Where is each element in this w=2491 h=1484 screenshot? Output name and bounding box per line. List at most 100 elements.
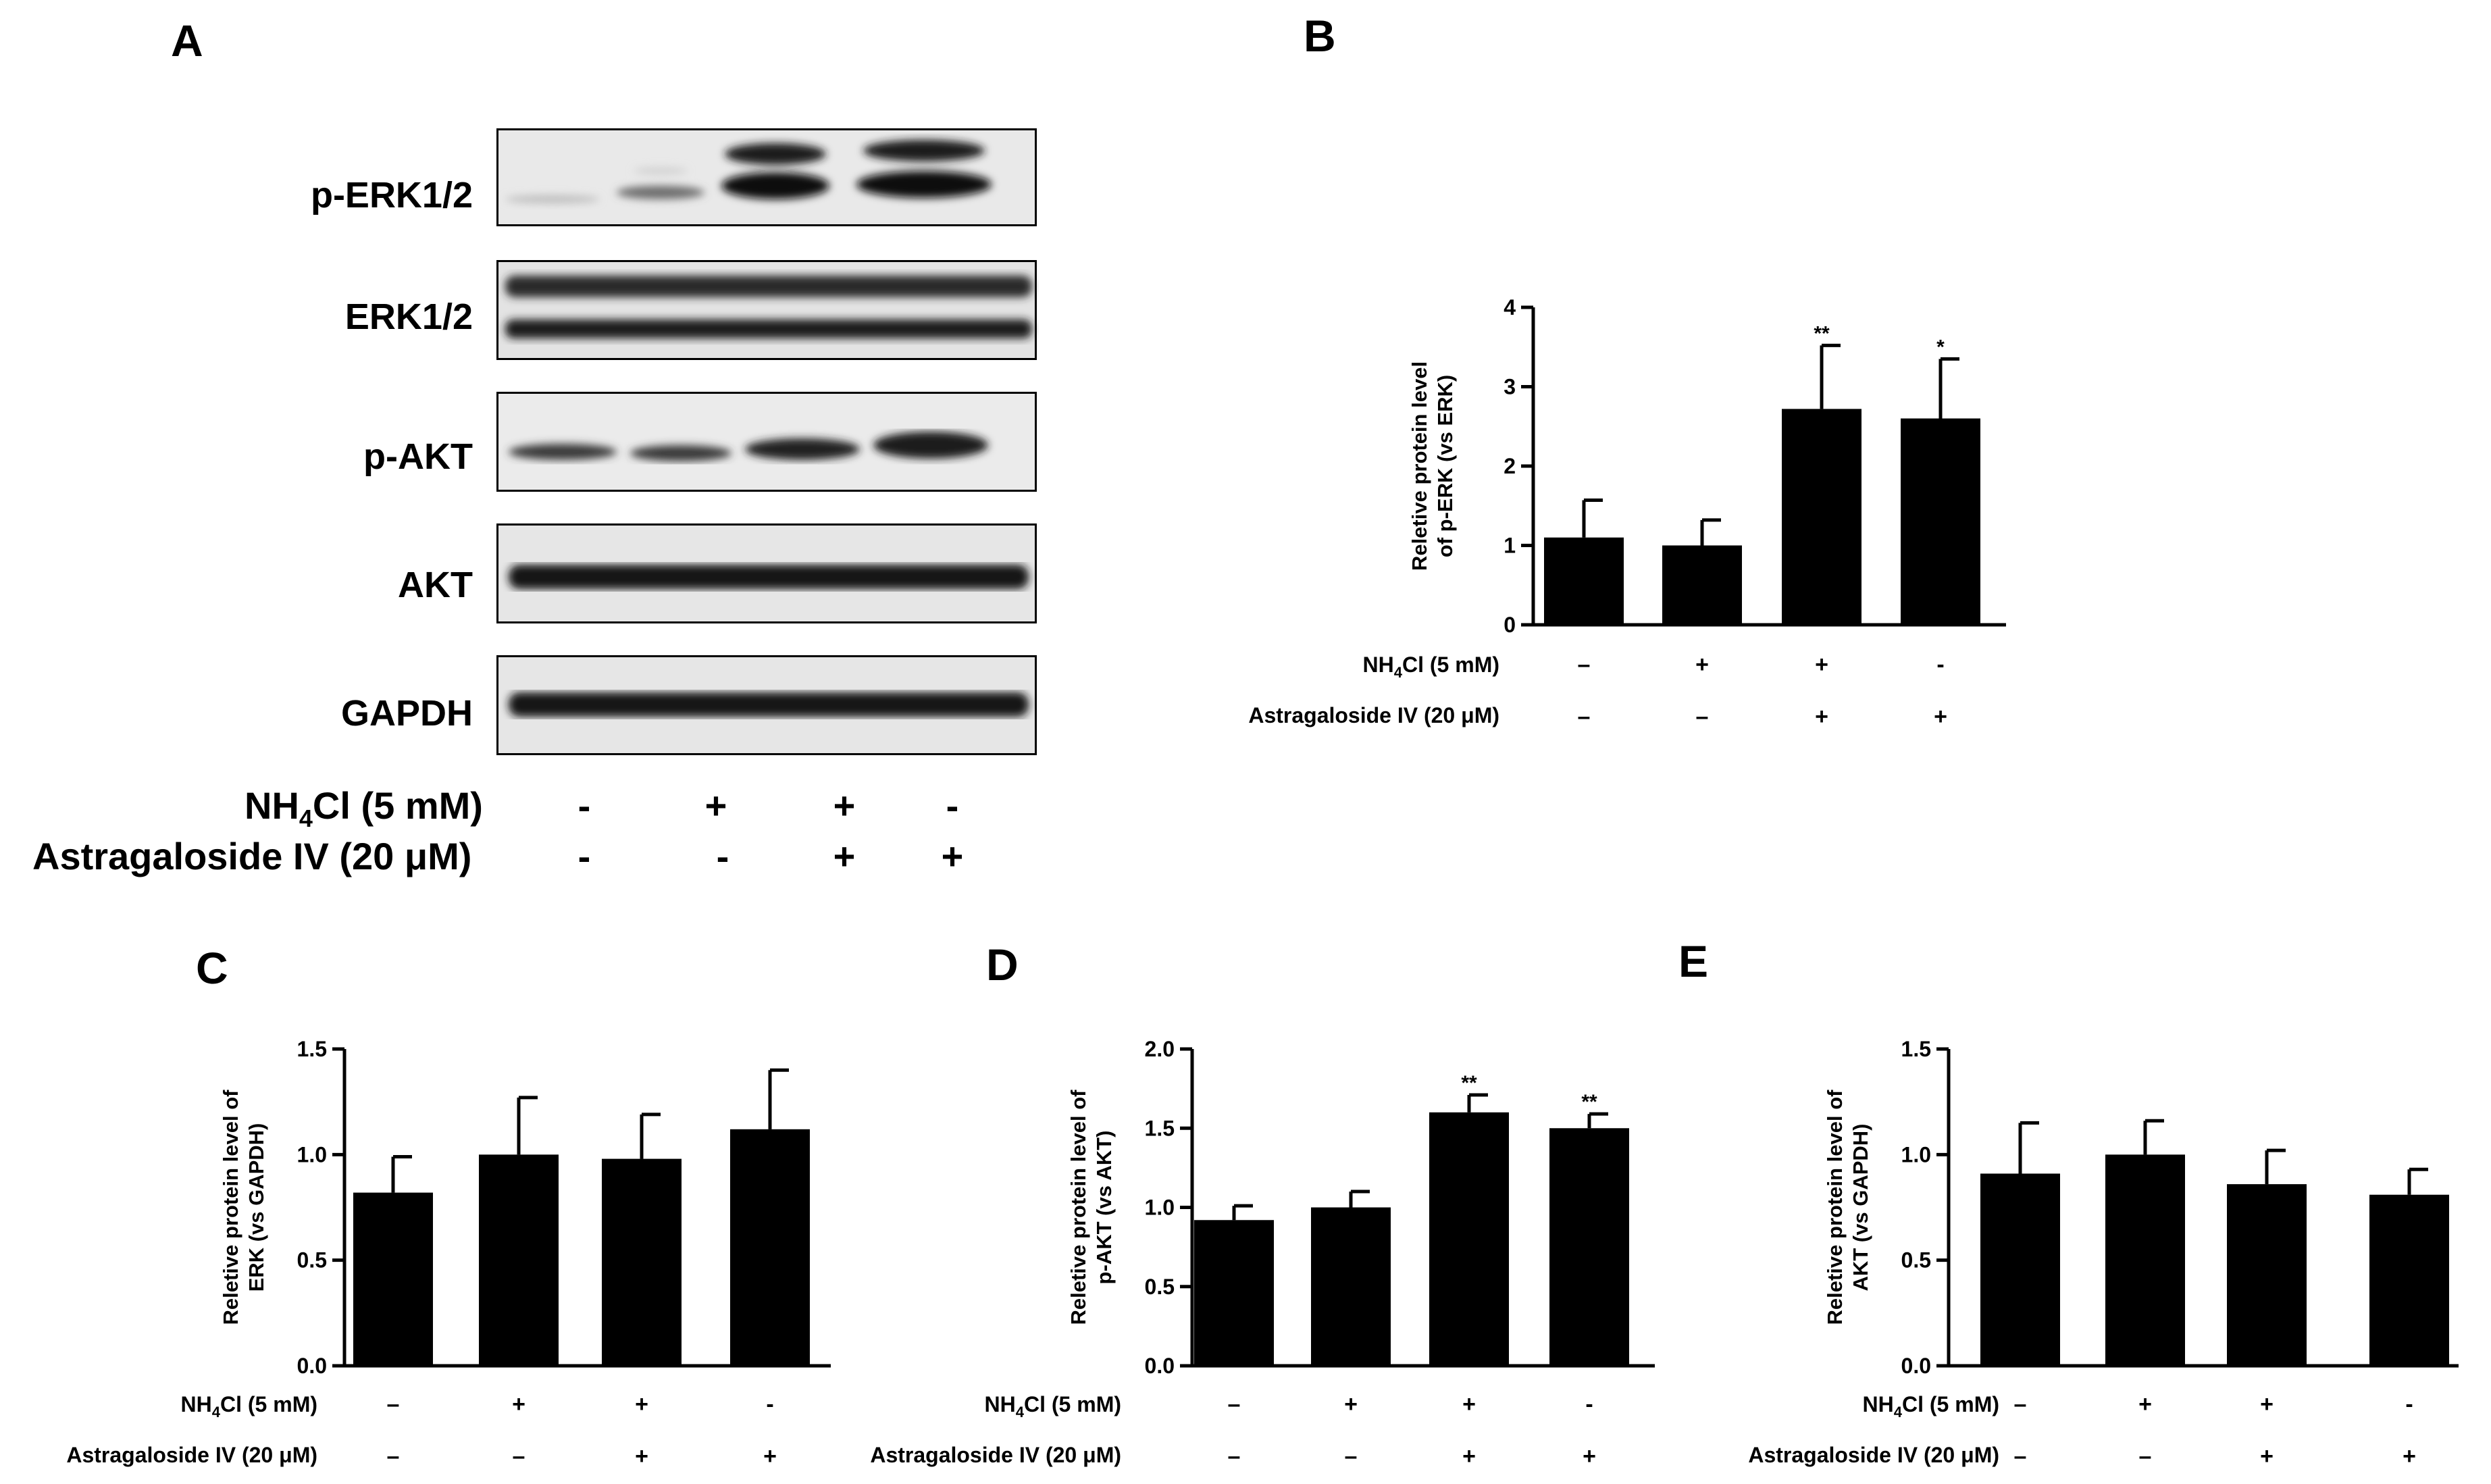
astragaloside-label: Astragaloside IV (20 μM)	[66, 1443, 317, 1467]
astragaloside-sign: –	[1578, 704, 1591, 730]
astragaloside-sign: +	[1934, 704, 1947, 730]
astragaloside-label: Astragaloside IV (20 μM)	[1248, 703, 1499, 727]
astragaloside-sign: +	[1462, 1443, 1476, 1469]
bar	[1311, 1207, 1391, 1366]
y-axis-label: of p-ERK (vs ERK)	[1433, 375, 1457, 557]
nh4cl-sign: +	[2138, 1391, 2152, 1417]
bar	[1429, 1112, 1509, 1366]
astragaloside-sign: +	[2260, 1443, 2274, 1469]
significance-marker: **	[1814, 322, 1830, 344]
nh4cl-sign: +	[1695, 652, 1709, 677]
blot-astra-label: Astragaloside IV (20 μM)	[32, 835, 472, 877]
blot-akt-bands	[509, 565, 1029, 589]
significance-marker: **	[1461, 1072, 1477, 1094]
y-axis-label: Reletive protein level	[1408, 361, 1431, 571]
bar	[1549, 1128, 1629, 1366]
y-tick-label: 1	[1504, 534, 1516, 558]
y-tick-label: 2.0	[1145, 1037, 1175, 1061]
blot-erk	[496, 260, 1037, 360]
bar	[1901, 418, 1980, 625]
nh4cl-text: NH	[245, 784, 299, 827]
nh4cl-sign: +	[1344, 1391, 1358, 1417]
blot-gapdh	[496, 655, 1037, 755]
astragaloside-sign: +	[2403, 1443, 2416, 1469]
panel-letter-e: E	[1678, 936, 1709, 986]
bar	[2369, 1194, 2449, 1366]
nh4cl-label: NH4Cl (5 mM)	[985, 1392, 1121, 1421]
y-tick-label: 0.0	[1145, 1354, 1175, 1378]
y-tick-label: 2	[1504, 454, 1516, 478]
astragaloside-sign: –	[513, 1443, 525, 1469]
y-axis-label: ERK (vs GAPDH)	[245, 1123, 268, 1292]
blot-p-akt	[496, 392, 1037, 492]
y-axis-label: Reletive protein level of	[1067, 1090, 1090, 1325]
bar	[1544, 537, 1624, 625]
y-tick-label: 1.0	[1145, 1196, 1175, 1220]
bar	[353, 1192, 433, 1366]
nh4cl-sign: –	[1228, 1391, 1241, 1417]
nh4cl-sign: +	[2260, 1391, 2274, 1417]
y-tick-label: 0.0	[297, 1354, 327, 1378]
nh4cl-sign: +	[1815, 652, 1828, 677]
nh4cl-sign: -	[766, 1391, 773, 1417]
y-axis-label: p-AKT (vs AKT)	[1092, 1131, 1116, 1285]
band-label-erk: ERK1/2	[344, 297, 473, 337]
nh4cl-sign: -	[1585, 1391, 1593, 1417]
y-tick-label: 1.0	[297, 1142, 327, 1167]
nh4cl-sign: –	[1578, 652, 1591, 677]
significance-marker: *	[1936, 336, 1945, 358]
blot-erk-bands	[505, 276, 1032, 338]
nh4cl-sign: +	[512, 1391, 525, 1417]
y-tick-label: 0	[1504, 613, 1516, 637]
y-tick-label: 0.0	[1901, 1354, 1931, 1378]
nh4cl-label: NH4Cl (5 mM)	[181, 1392, 317, 1421]
blot-astra-sign: -	[716, 835, 729, 877]
y-tick-label: 1.5	[1145, 1116, 1175, 1140]
nh4cl-label: NH4Cl (5 mM)	[1363, 653, 1499, 681]
blot-p-erk-bands	[505, 140, 992, 203]
bar	[2105, 1154, 2185, 1366]
astragaloside-label: Astragaloside IV (20 μM)	[1748, 1443, 1999, 1467]
astragaloside-label: Astragaloside IV (20 μM)	[870, 1443, 1121, 1467]
panel-letter-b: B	[1304, 11, 1336, 61]
bar	[1782, 409, 1861, 625]
band-label-gapdh: GAPDH	[340, 693, 473, 734]
nh4cl-subscript: 4	[299, 804, 313, 833]
y-tick-label: 0.5	[1901, 1248, 1931, 1273]
blot-astra-sign: -	[577, 835, 591, 877]
blot-akt	[496, 523, 1037, 623]
panel-letter-d: D	[986, 940, 1019, 990]
nh4cl-sign: –	[387, 1391, 400, 1417]
y-axis-label: Reletive protein level of	[1823, 1090, 1847, 1325]
blot-nh4cl-sign: -	[577, 784, 591, 827]
blot-gapdh-bands	[509, 692, 1029, 717]
bar	[1194, 1220, 1274, 1366]
y-tick-label: 1.5	[1901, 1037, 1931, 1061]
significance-marker: **	[1581, 1091, 1597, 1113]
panel-letter-a: A	[171, 16, 203, 66]
bar	[1662, 545, 1742, 625]
blot-nh4cl-sign: +	[704, 784, 727, 827]
astragaloside-sign: +	[763, 1443, 777, 1469]
y-tick-label: 4	[1504, 295, 1516, 319]
nh4cl-sign: +	[635, 1391, 648, 1417]
astragaloside-sign: –	[2014, 1443, 2027, 1469]
nh4cl-sign: –	[2014, 1391, 2027, 1417]
y-tick-label: 1.0	[1901, 1142, 1931, 1167]
nh4cl-text-rest: Cl (5 mM)	[312, 784, 483, 827]
astragaloside-sign: –	[2139, 1443, 2152, 1469]
blot-nh4cl-sign: -	[946, 784, 959, 827]
astragaloside-sign: +	[635, 1443, 648, 1469]
band-label-akt: AKT	[398, 565, 473, 605]
blot-nh4cl-sign: +	[833, 784, 856, 827]
y-tick-label: 0.5	[297, 1248, 327, 1273]
nh4cl-sign: +	[1462, 1391, 1476, 1417]
nh4cl-sign: -	[2405, 1391, 2413, 1417]
blot-astra-sign: +	[941, 835, 964, 877]
astragaloside-sign: –	[1228, 1443, 1241, 1469]
bar	[479, 1154, 559, 1366]
